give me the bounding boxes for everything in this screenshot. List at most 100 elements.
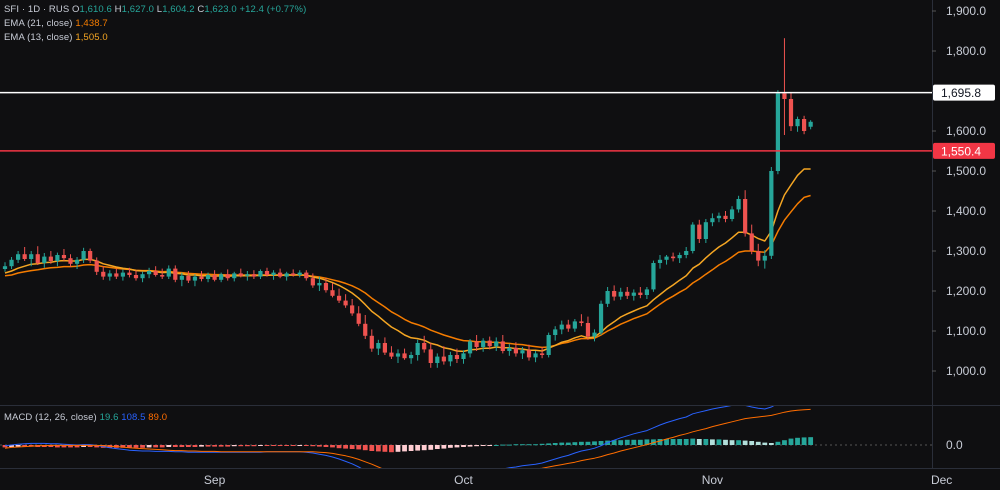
candle-body — [559, 324, 564, 330]
candle-body — [336, 295, 342, 301]
candle-body — [133, 275, 139, 279]
macd-line-value: 108.5 — [121, 412, 146, 423]
candle-body — [540, 353, 545, 355]
candle-body — [631, 292, 636, 296]
candle-body — [657, 259, 663, 263]
macd-hist-bar — [506, 444, 512, 446]
candle-body — [802, 119, 807, 131]
macd-hist-bar — [310, 445, 316, 447]
y-tick-label: 1,200.0 — [946, 284, 986, 298]
macd-legend[interactable]: MACD (12, 26, close) 19.6 108.5 89.0 — [4, 412, 167, 423]
macd-hist-bar — [389, 445, 394, 453]
macd-hist-bar — [408, 445, 414, 451]
x-tick-label-nov: Nov — [702, 473, 723, 487]
candle-body — [513, 347, 518, 354]
ema21-legend[interactable]: EMA (21, close) 1,438.7 — [4, 18, 108, 29]
candle-body — [677, 255, 682, 259]
macd-hist-bar — [552, 443, 558, 445]
macd-hist-bar — [212, 445, 217, 447]
macd-label: MACD (12, 26, close) — [4, 412, 97, 423]
candle-body — [317, 283, 322, 286]
macd-hist-value: 19.6 — [99, 412, 119, 423]
candle-body — [356, 313, 361, 324]
y-tick-label: 1,000.0 — [946, 364, 986, 378]
macd-hist-bar — [87, 445, 93, 447]
candle-body — [42, 256, 47, 263]
symbol-label[interactable]: SFI · 1D · RUS — [4, 4, 70, 15]
candle-body — [572, 321, 577, 329]
macd-hist-bar — [264, 445, 270, 446]
candle-body — [363, 323, 368, 336]
macd-hist-bar — [402, 445, 407, 452]
macd-hist-bar — [284, 445, 290, 446]
macd-hist-bar — [742, 440, 748, 445]
macd-hist-bar — [356, 445, 362, 450]
macd-hist-bar — [598, 441, 604, 445]
candle-body — [219, 274, 224, 280]
macd-hist-bar — [592, 441, 597, 445]
candle-body — [729, 209, 735, 219]
macd-hist-bar — [231, 445, 237, 447]
candle-body — [179, 275, 184, 280]
candle-body — [304, 272, 309, 279]
candle-body — [723, 215, 728, 219]
macd-hist-bar — [205, 445, 211, 447]
x-tick-label-oct: Oct — [454, 473, 473, 487]
candle-body — [762, 255, 767, 261]
macd-hist-bar — [133, 445, 139, 448]
candle-body — [376, 343, 381, 349]
candle-body — [494, 341, 499, 347]
macd-hist-bar — [362, 445, 368, 451]
macd-hist-bar — [186, 445, 191, 447]
candle-body — [166, 268, 171, 277]
macd-hist-bar — [454, 445, 460, 448]
macd-signal-value: 89.0 — [148, 412, 168, 423]
candle-body — [769, 171, 774, 256]
ema13-line — [4, 168, 811, 353]
macd-hist-bar — [775, 441, 781, 445]
macd-hist-bar — [258, 445, 263, 446]
candle-body — [271, 272, 276, 275]
candle-body — [2, 266, 8, 269]
macd-hist-bar — [736, 440, 741, 445]
macd-hist-bar — [467, 445, 473, 447]
macd-hist-bar — [140, 445, 145, 448]
macd-hist-bar — [513, 444, 519, 446]
macd-hist-bar — [716, 439, 722, 445]
candle-body — [284, 273, 289, 277]
candle-body — [644, 289, 649, 295]
candle-body — [795, 119, 800, 127]
candle-body — [605, 291, 610, 304]
candle-body — [618, 291, 623, 297]
candle-body — [638, 292, 643, 295]
candle-body — [736, 199, 741, 210]
ema13-value: 1,505.0 — [75, 32, 108, 43]
ema13-legend[interactable]: EMA (13, close) 1,505.0 — [4, 32, 108, 43]
candle-body — [402, 353, 407, 359]
candle-body — [500, 341, 505, 351]
candle-body — [651, 263, 656, 290]
candle-body — [684, 251, 689, 255]
candle-body — [775, 93, 780, 171]
candle-body — [382, 343, 387, 353]
candle-body — [697, 224, 702, 239]
candle-body — [409, 355, 414, 359]
candle-body — [350, 305, 355, 314]
macd-hist-bar — [683, 439, 689, 445]
candle-body — [553, 329, 558, 335]
macd-hist-bar — [349, 445, 355, 449]
macd-hist-bar — [271, 445, 276, 446]
macd-hist-bar — [81, 445, 86, 447]
candle-body — [35, 254, 40, 263]
macd-hist-bar — [637, 439, 643, 445]
ema21-label: EMA (21, close) — [4, 18, 73, 29]
candle-body — [140, 274, 145, 279]
candle-body — [526, 350, 532, 358]
macd-hist-bar — [153, 445, 159, 448]
macd-hist-bar — [395, 445, 401, 452]
macd-hist-bar — [415, 445, 421, 451]
candle-body — [173, 268, 178, 280]
candle-body — [487, 340, 492, 347]
candle-body — [507, 347, 512, 351]
